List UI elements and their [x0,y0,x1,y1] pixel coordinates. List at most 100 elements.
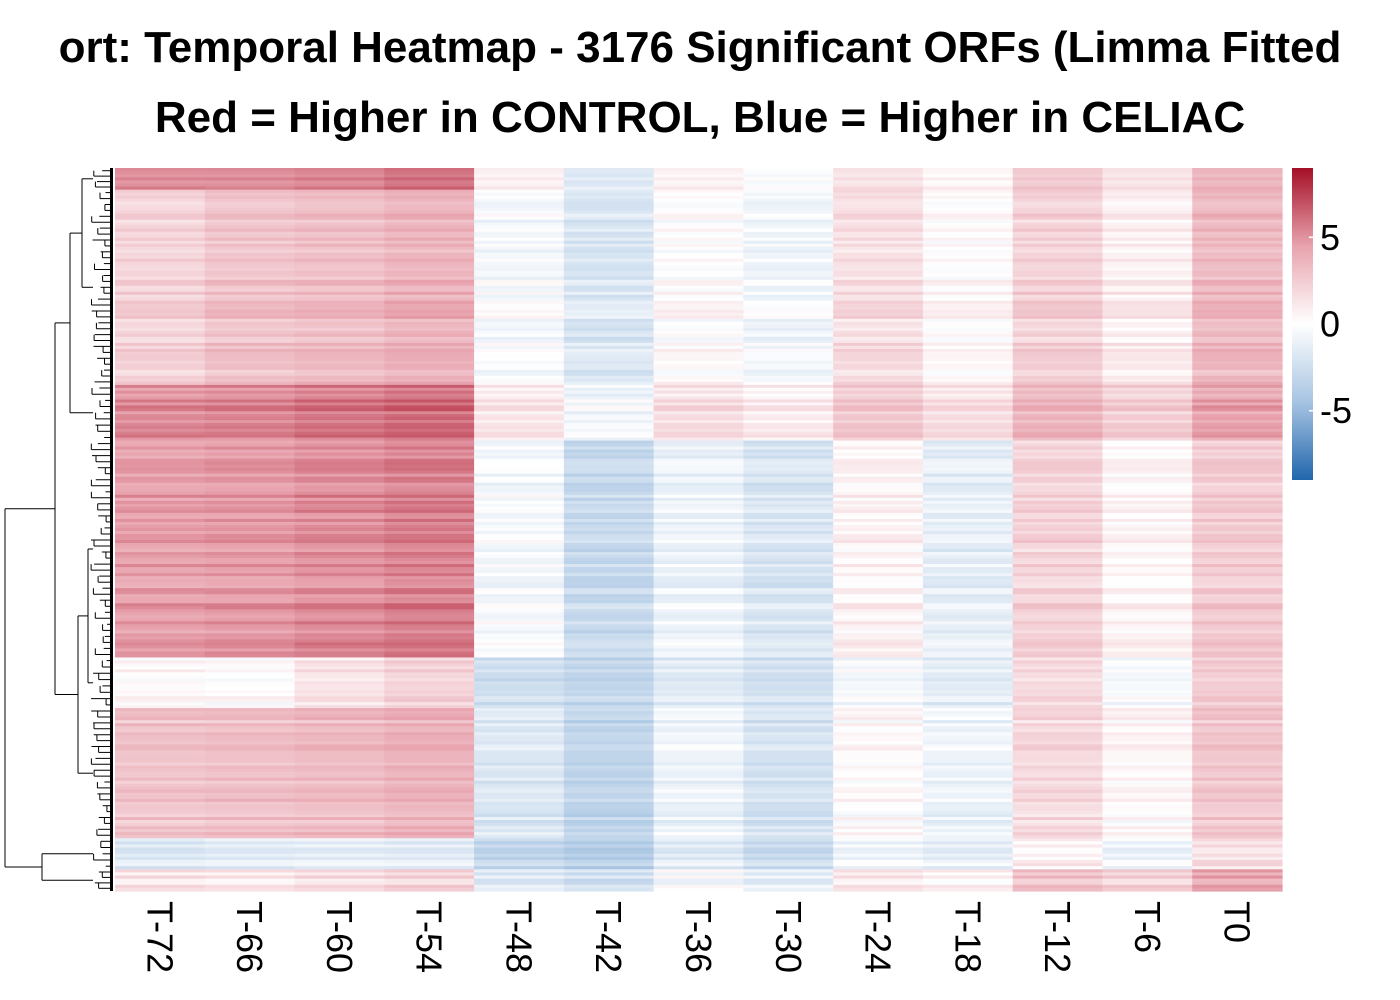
heatmap-cell [1192,497,1283,502]
heatmap-cell [384,411,475,415]
heatmap-cell [204,723,296,727]
heatmap-cell [384,875,475,880]
heatmap-cell [474,582,565,586]
heatmap-cell [384,357,475,362]
heatmap-cell [833,285,924,290]
heatmap-cell [743,273,834,278]
heatmap-cell [115,663,206,668]
heatmap-cell [833,267,924,272]
heatmap-cell [1012,714,1104,718]
heatmap-cell [115,449,206,454]
heatmap-cell [743,530,834,535]
heatmap-cell [204,872,296,877]
heatmap-cell [653,699,744,703]
heatmap-cell [833,759,924,764]
heatmap-cell [1012,324,1104,329]
heatmap-cell [294,732,385,736]
heatmap-cell [115,711,206,715]
heatmap-cell [294,555,385,559]
heatmap-cell [204,753,296,758]
heatmap-cell [563,449,655,454]
heatmap-cell [294,414,385,418]
heatmap-cell [1012,339,1104,344]
heatmap-cell [833,829,924,833]
heatmap-cell [1192,552,1283,556]
heatmap-cell [922,408,1014,412]
heatmap-cell [204,494,296,499]
heatmap-cell [294,174,385,178]
heatmap-cell [1102,431,1193,436]
heatmap-cell [384,372,475,377]
heatmap-cell [653,518,744,523]
heatmap-cell [922,357,1014,362]
heatmap-cell [563,279,655,284]
heatmap-cell [743,750,834,755]
heatmap-cell [833,859,924,864]
heatmap-cell [1012,494,1104,499]
heatmap-cell [833,823,924,827]
heatmap-cell [922,555,1014,559]
heatmap-cell [1192,237,1283,242]
heatmap-cell [563,552,655,556]
heatmap-cell [653,291,744,296]
heatmap-cell [922,479,1014,484]
heatmap-cell [1192,225,1283,230]
heatmap-cell [743,690,834,694]
heatmap-cell [384,180,475,185]
heatmap-cell [115,494,206,499]
heatmap-cell [115,387,206,392]
heatmap-cell [474,594,565,598]
heatmap-cell [743,771,834,776]
heatmap-cell [474,336,565,341]
heatmap-cell [474,440,565,445]
heatmap-cell [1012,261,1104,266]
heatmap-cell [833,699,924,703]
heatmap-cell [1012,639,1104,644]
column-label-t36: T-36 [678,901,719,973]
heatmap-cell [115,482,206,487]
heatmap-cell [653,561,744,565]
heatmap-cell [1012,246,1104,251]
heatmap-cell [294,246,385,251]
heatmap-cell [563,666,655,670]
heatmap-cell [833,693,924,697]
heatmap-cell [563,485,655,490]
heatmap-cell [474,549,565,553]
heatmap-cell [563,615,655,619]
heatmap-cell [743,741,834,745]
heatmap-cell [115,384,206,389]
heatmap-cell [384,762,475,767]
heatmap-cell [1192,633,1283,637]
heatmap-cell [474,570,565,574]
heatmap-cell [833,872,924,877]
heatmap-cell [922,198,1014,203]
heatmap-cell [743,240,834,245]
heatmap-cell [922,521,1014,526]
heatmap-cell [922,396,1014,401]
heatmap-cell [1192,216,1283,221]
heatmap-cell [384,324,475,329]
heatmap-cell [474,533,565,538]
heatmap-cell [563,207,655,212]
heatmap-cell [922,853,1014,858]
heatmap-cell [474,600,565,604]
heatmap-cell [474,884,565,889]
heatmap-cell [1192,869,1283,874]
heatmap-cell [294,509,385,514]
heatmap-cell [204,384,296,389]
heatmap-cell [653,363,744,368]
heatmap-cell [743,579,834,583]
heatmap-cell [653,747,744,752]
heatmap-cell [1012,564,1104,568]
heatmap-cell [115,615,206,619]
heatmap-cell [563,282,655,287]
heatmap-cell [563,693,655,697]
heatmap-cell [833,642,924,647]
heatmap-cell [1192,422,1283,427]
heatmap-cell [474,814,565,818]
heatmap-cell [115,564,206,568]
heatmap-cell [563,360,655,365]
heatmap-cell [833,351,924,356]
heatmap-cell [833,756,924,761]
heatmap-cell [922,420,1014,424]
